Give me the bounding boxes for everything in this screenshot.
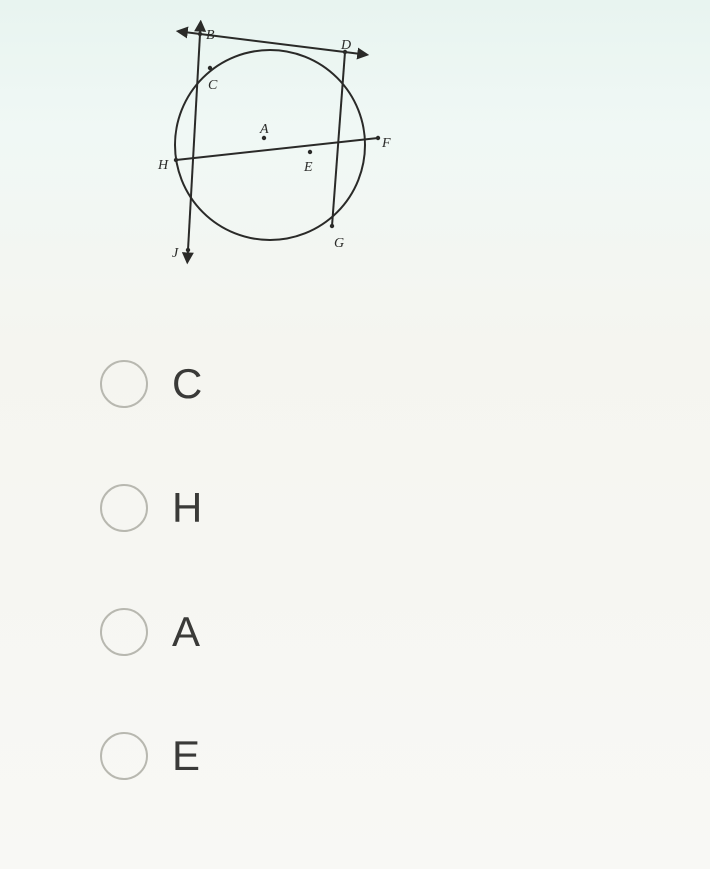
diagram-svg — [130, 20, 410, 280]
point-label-c: C — [208, 78, 217, 94]
geometry-diagram: A B C D E F G H J — [130, 20, 410, 280]
option-label: A — [172, 608, 200, 656]
point-label-d: D — [341, 38, 351, 54]
radio-circle[interactable] — [100, 484, 148, 532]
option-label: C — [172, 360, 202, 408]
point-label-e: E — [304, 160, 313, 176]
option-row-c[interactable]: C — [100, 360, 202, 408]
point-label-j: J — [172, 246, 178, 262]
point-label-g: G — [334, 236, 344, 252]
option-row-a[interactable]: A — [100, 608, 202, 656]
radio-circle[interactable] — [100, 732, 148, 780]
point-label-h: H — [158, 158, 168, 174]
option-row-h[interactable]: H — [100, 484, 202, 532]
point-label-a: A — [260, 122, 269, 138]
point-label-b: B — [206, 28, 215, 44]
answer-options: C H A E — [100, 360, 202, 856]
option-row-e[interactable]: E — [100, 732, 202, 780]
point-label-f: F — [382, 136, 391, 152]
radio-circle[interactable] — [100, 360, 148, 408]
option-label: E — [172, 732, 200, 780]
radio-circle[interactable] — [100, 608, 148, 656]
option-label: H — [172, 484, 202, 532]
